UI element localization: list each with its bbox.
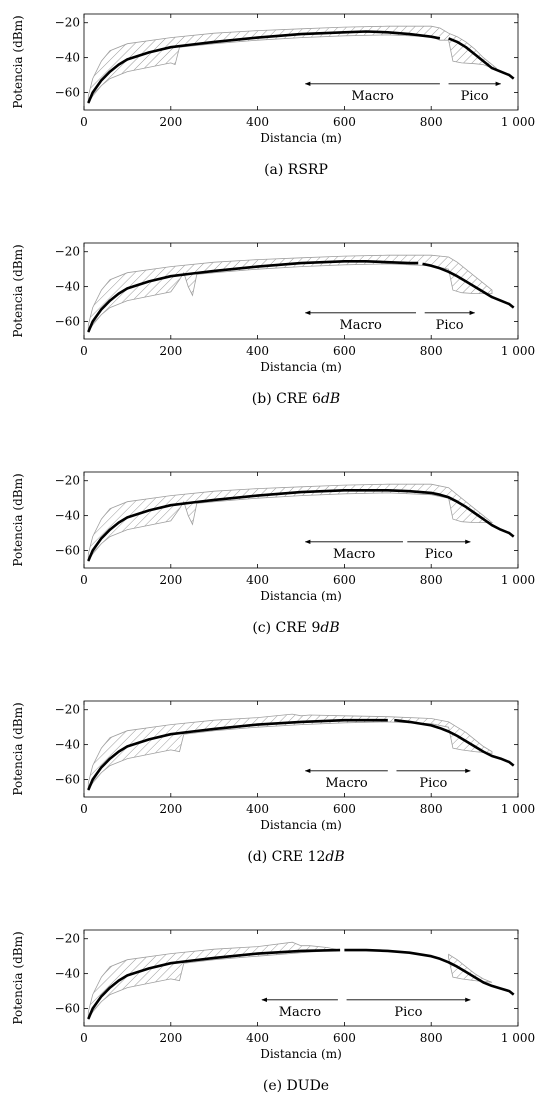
series-line-2	[394, 718, 515, 767]
x-tick-label: 400	[246, 1031, 269, 1045]
series-line-2	[344, 948, 515, 996]
chart-panel-1: 0 200 400 600 800 1 000 −20 −40 −60 Distancia (m)…	[11, 13, 535, 178]
y-tick-label: −60	[55, 315, 80, 329]
y-tick-label: −60	[55, 1002, 80, 1016]
pico-label: Pico	[425, 547, 453, 562]
x-axis-label: Distancia (m)	[260, 131, 342, 145]
macro-label: Macro	[333, 547, 376, 562]
y-tick-label: −40	[55, 509, 80, 523]
chart-panel-3: 0 200 400 600 800 1 000 −20 −40 −60 Distancia (m)…	[11, 471, 535, 636]
y-tick-label: −60	[55, 86, 80, 100]
axes-frame	[83, 13, 519, 111]
y-axis-label: Potencia (dBm)	[11, 931, 25, 1024]
chart-panel-2: 0 200 400 600 800 1 000 −20 −40 −60 Distancia (m)…	[11, 242, 535, 407]
x-axis-label: Distancia (m)	[260, 360, 342, 374]
x-axis-label: Distancia (m)	[260, 818, 342, 832]
macro-label: Macro	[325, 776, 368, 791]
x-tick-label: 800	[420, 573, 443, 587]
x-tick-label: 600	[333, 802, 356, 816]
series-line-1	[87, 30, 441, 104]
x-tick-label: 200	[159, 115, 182, 129]
x-tick-label: 0	[80, 115, 88, 129]
chart-panel-4: 0 200 400 600 800 1 000 −20 −40 −60 Distancia (m)…	[11, 700, 535, 865]
x-tick-label: 0	[80, 573, 88, 587]
x-tick-label: 1 000	[501, 802, 535, 816]
x-tick-label: 400	[246, 115, 269, 129]
x-tick-label: 200	[159, 802, 182, 816]
axes-frame	[83, 471, 519, 569]
plot-area	[87, 941, 515, 1021]
axes-frame	[83, 700, 519, 798]
x-axis-label: Distancia (m)	[260, 1047, 342, 1061]
x-tick-label: 0	[80, 1031, 88, 1045]
y-tick-label: −60	[55, 773, 80, 787]
x-axis-label: Distancia (m)	[260, 589, 342, 603]
x-tick-label: 800	[420, 802, 443, 816]
x-tick-label: 800	[420, 115, 443, 129]
series-line-1	[87, 948, 341, 1020]
x-tick-label: 800	[420, 1031, 443, 1045]
x-tick-label: 400	[246, 344, 269, 358]
plot-area	[87, 713, 515, 792]
y-tick-label: −20	[55, 703, 80, 717]
panel-caption: (d) CRE 12dB	[247, 849, 344, 865]
plot-area	[87, 483, 515, 563]
axes-frame	[83, 929, 519, 1027]
plot-area	[87, 254, 515, 334]
series-line-1	[87, 489, 515, 562]
x-tick-label: 600	[333, 115, 356, 129]
y-tick-label: −40	[55, 738, 80, 752]
pico-label: Pico	[419, 776, 447, 791]
macro-label: Macro	[279, 1005, 322, 1020]
chart-panel-5: 0 200 400 600 800 1 000 −20 −40 −60 Distancia (m)…	[11, 929, 535, 1094]
x-tick-label: 200	[159, 573, 182, 587]
y-tick-label: −40	[55, 51, 80, 65]
y-tick-label: −20	[55, 932, 80, 946]
pico-label: Pico	[461, 89, 489, 104]
panel-caption: (e) DUDe	[263, 1078, 329, 1094]
y-axis-label: Potencia (dBm)	[11, 244, 25, 337]
x-tick-label: 0	[80, 802, 88, 816]
y-tick-label: −60	[55, 544, 80, 558]
x-tick-label: 600	[333, 573, 356, 587]
macro-label: Macro	[351, 89, 394, 104]
pico-label: Pico	[436, 318, 464, 333]
series-line-1	[87, 718, 388, 791]
series-line-2	[448, 37, 515, 80]
y-tick-label: −20	[55, 474, 80, 488]
x-tick-label: 1 000	[501, 344, 535, 358]
y-tick-label: −40	[55, 967, 80, 981]
series-line-1	[87, 260, 419, 333]
hatched-band-pico	[448, 953, 493, 983]
x-tick-label: 1 000	[501, 115, 535, 129]
axes-frame	[83, 242, 519, 340]
x-tick-label: 400	[246, 573, 269, 587]
panel-caption: (c) CRE 9dB	[252, 620, 339, 636]
plot-area	[87, 25, 515, 105]
x-tick-label: 1 000	[501, 573, 535, 587]
series-line-2	[422, 262, 515, 309]
x-tick-label: 600	[333, 1031, 356, 1045]
x-tick-label: 0	[80, 344, 88, 358]
macro-label: Macro	[339, 318, 382, 333]
y-tick-label: −20	[55, 245, 80, 259]
y-axis-label: Potencia (dBm)	[11, 473, 25, 566]
y-tick-label: −40	[55, 280, 80, 294]
x-tick-label: 600	[333, 344, 356, 358]
panel-caption: (a) RSRP	[264, 162, 328, 178]
x-tick-label: 400	[246, 802, 269, 816]
y-axis-label: Potencia (dBm)	[11, 702, 25, 795]
x-tick-label: 800	[420, 344, 443, 358]
x-tick-label: 200	[159, 1031, 182, 1045]
panel-caption: (b) CRE 6dB	[252, 391, 340, 407]
y-tick-label: −20	[55, 16, 80, 30]
x-tick-label: 1 000	[501, 1031, 535, 1045]
pico-label: Pico	[394, 1005, 422, 1020]
y-axis-label: Potencia (dBm)	[11, 15, 25, 108]
x-tick-label: 200	[159, 344, 182, 358]
